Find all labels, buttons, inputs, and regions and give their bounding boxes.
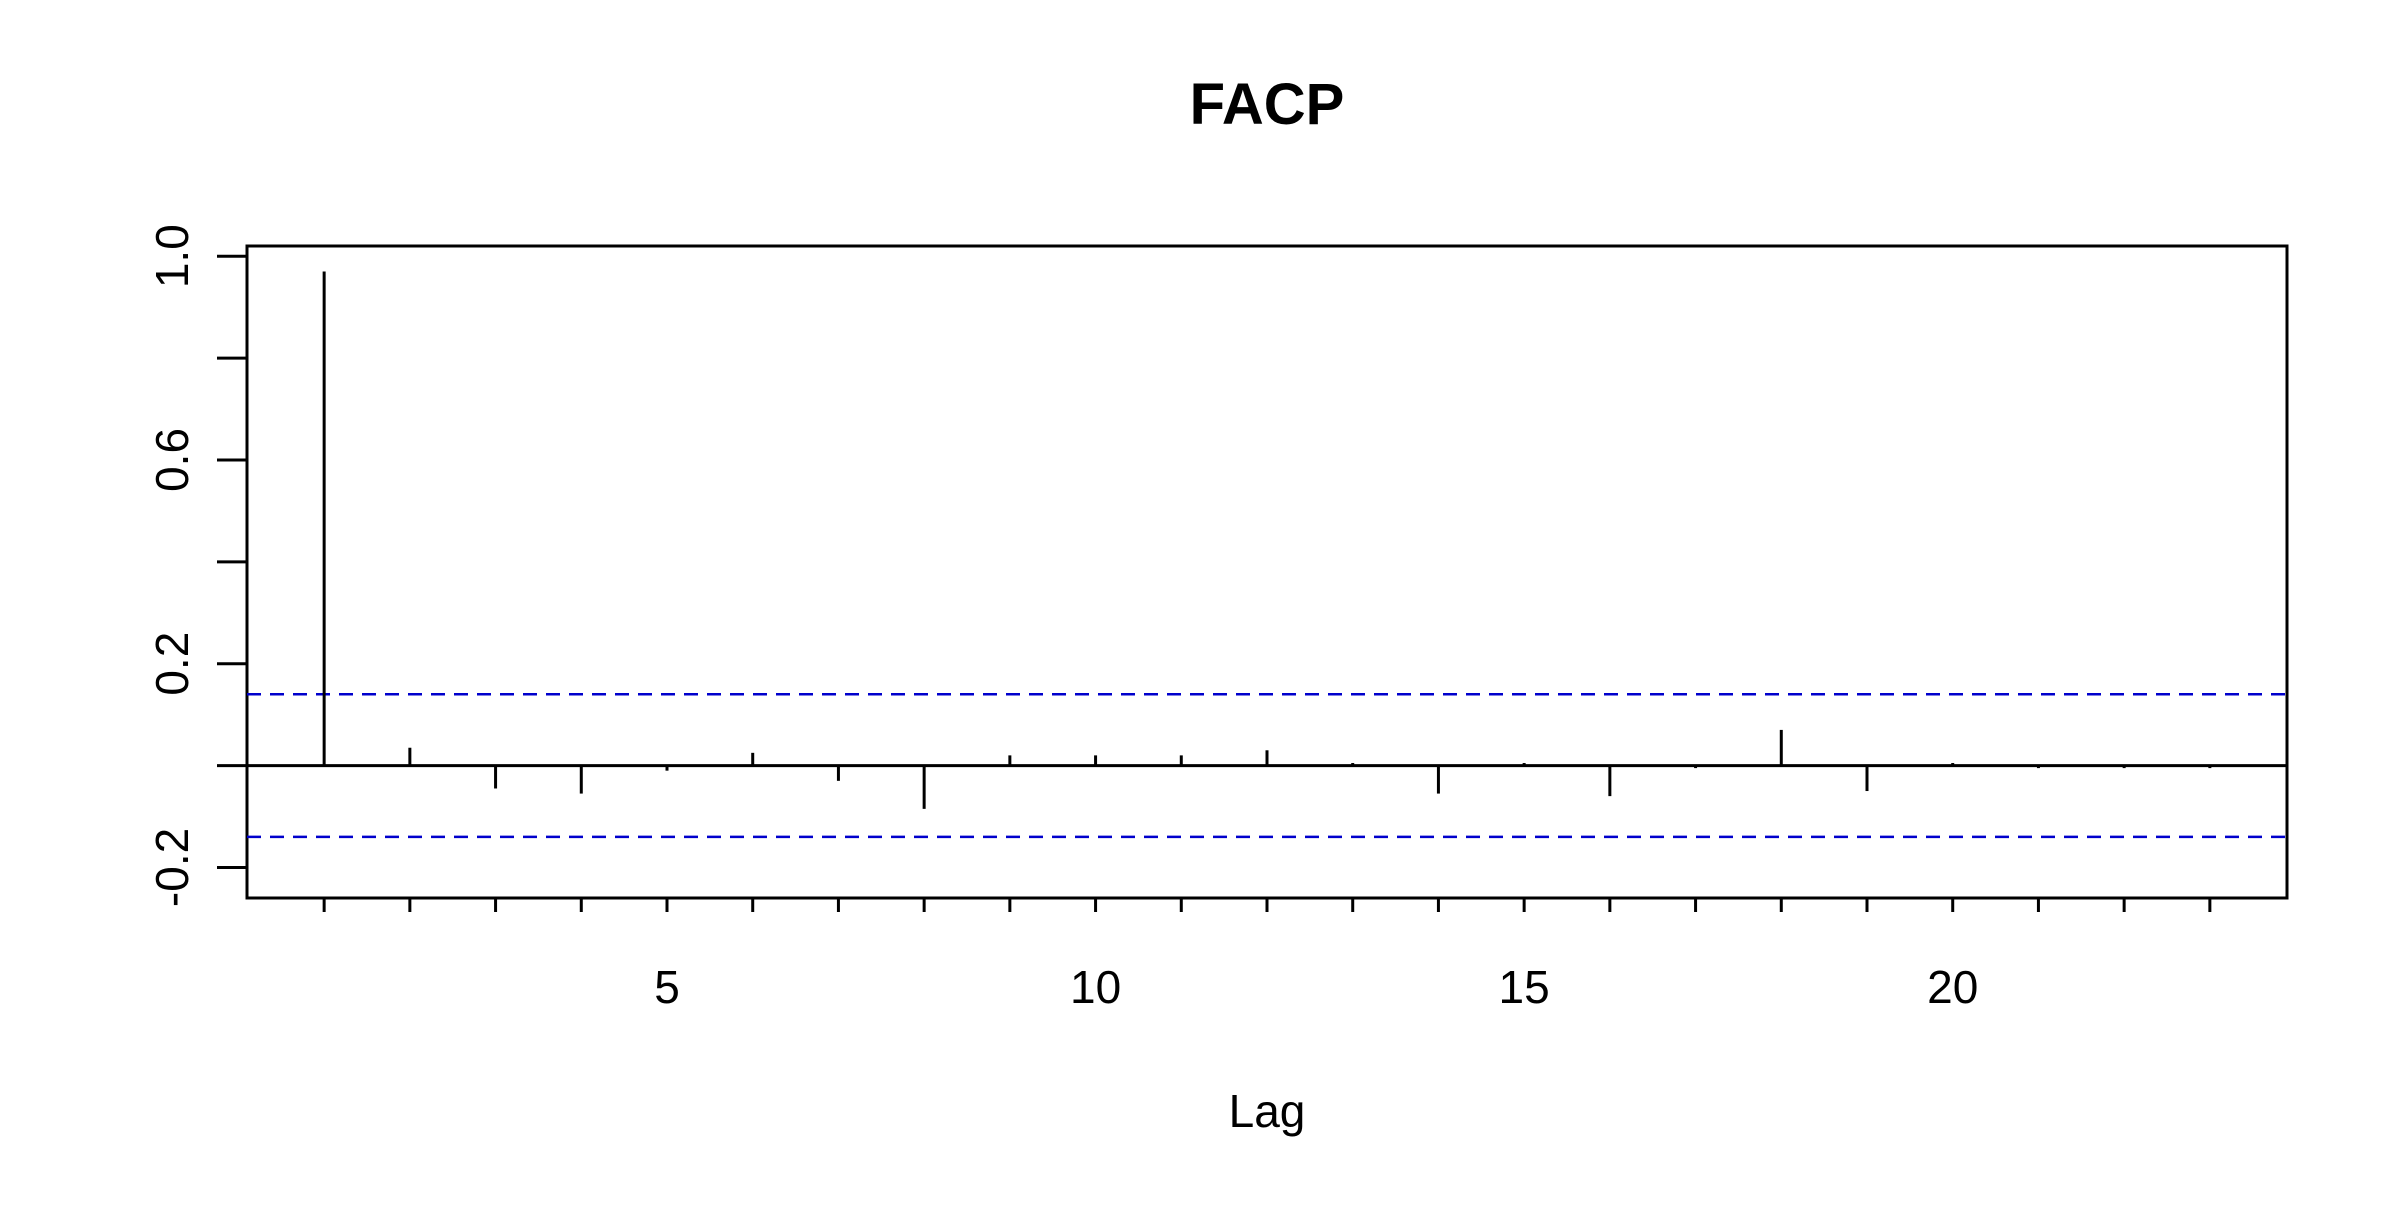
x-tick-label-5: 5 — [654, 961, 680, 1013]
marks-layer: 5 10 15 20 -0.2 0.2 0.6 1.0 — [146, 224, 2289, 1013]
plot-frame — [245, 244, 2289, 900]
x-tick-label-15: 15 — [1499, 961, 1550, 1013]
x-axis-label: Lag — [1229, 1085, 1306, 1137]
y-tick-label--0.2: -0.2 — [146, 828, 198, 907]
x-tick-label-10: 10 — [1070, 961, 1121, 1013]
x-tick-label-20: 20 — [1927, 961, 1978, 1013]
chart-title: FACP — [1190, 72, 1345, 137]
y-tick-label-0.2: 0.2 — [146, 632, 198, 696]
y-tick-label-0.6: 0.6 — [146, 428, 198, 492]
y-tick-label-1.0: 1.0 — [146, 224, 198, 288]
